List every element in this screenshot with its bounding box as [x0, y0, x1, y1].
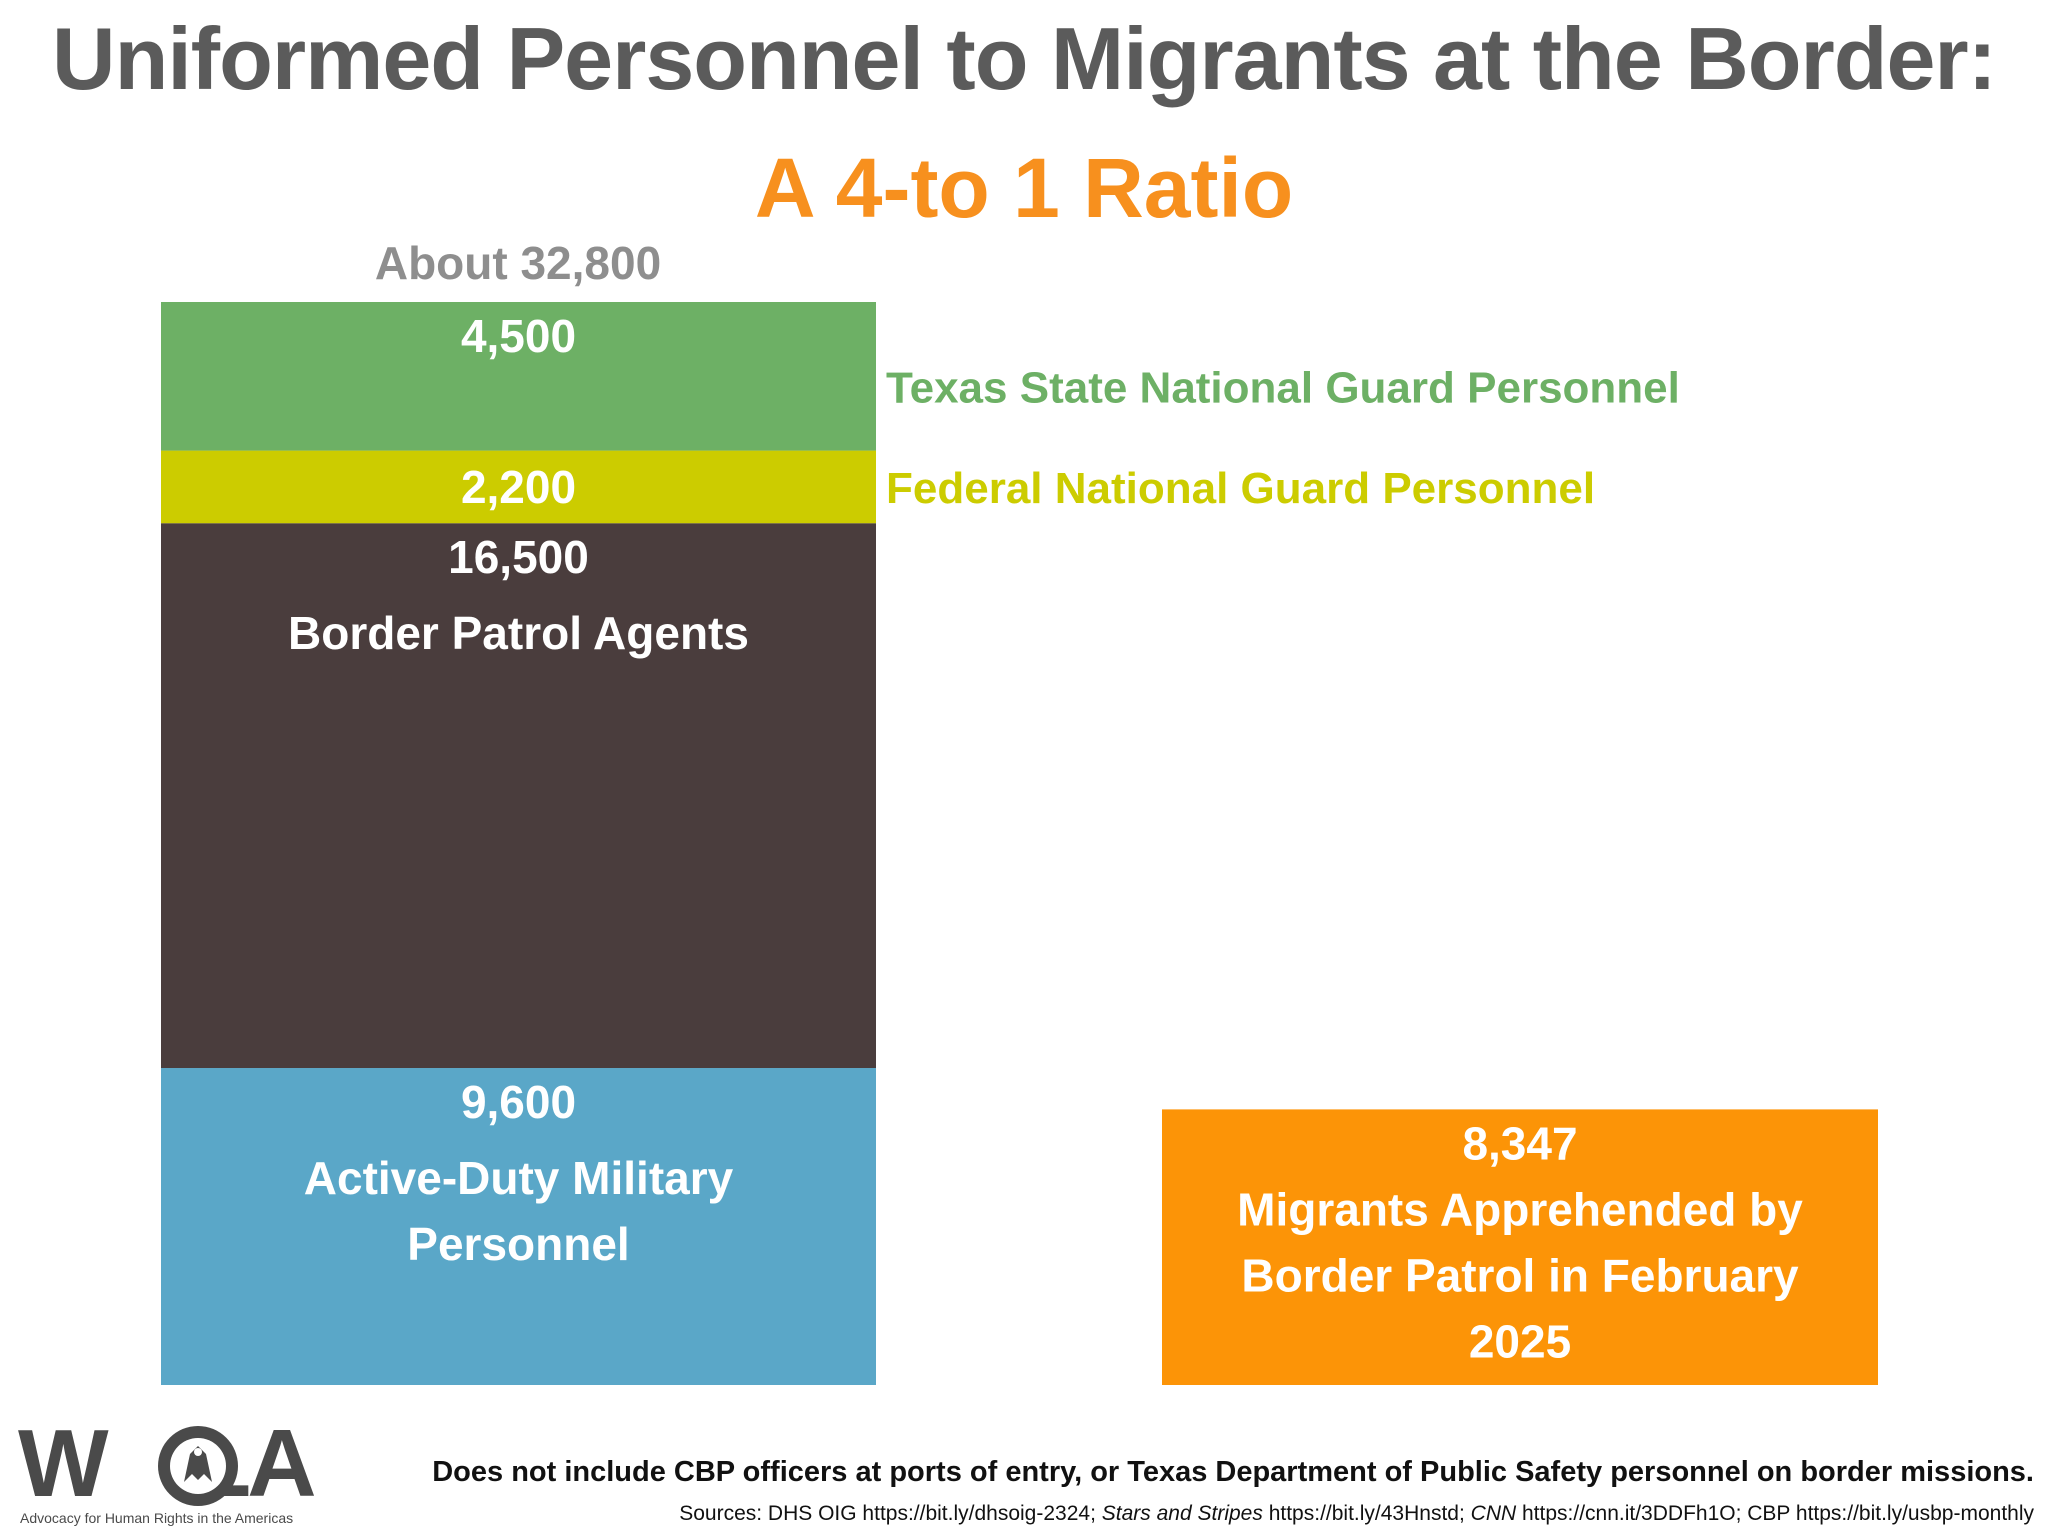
side-label-federal_guard: Federal National Guard Personnel	[886, 464, 1595, 513]
value-label-active_duty: 9,600	[461, 1076, 576, 1128]
value-label-border_patrol: 16,500	[448, 531, 589, 583]
segment-label-migrants-3: 2025	[1469, 1315, 1571, 1367]
segment-label-border_patrol-1: Border Patrol Agents	[288, 607, 749, 659]
sources-line: Sources: DHS OIG https://bit.ly/dhsoig-2…	[679, 1502, 2034, 1526]
source-cnn-url: https://cnn.it/3DDFh1O; CBP https://bit.…	[1522, 1502, 2034, 1525]
segment-label-migrants-1: Migrants Apprehended by	[1237, 1183, 1803, 1235]
bar-segment-texas_guard	[161, 302, 876, 451]
bar-segment-active_duty	[161, 1068, 876, 1385]
bird-emblem-icon	[158, 1426, 238, 1506]
bar-segment-migrants	[1162, 1109, 1878, 1385]
side-label-texas_guard: Texas State National Guard Personnel	[886, 363, 1680, 412]
segment-label-active_duty-1: Active-Duty Military	[304, 1152, 734, 1204]
value-label-federal_guard: 2,200	[461, 461, 576, 513]
bar-segment-border_patrol	[161, 523, 876, 1069]
source-stars-url: https://bit.ly/43Hnstd;	[1268, 1502, 1465, 1525]
chart-title: Uniformed Personnel to Migrants at the B…	[52, 9, 1997, 108]
chart-subtitle: A 4-to 1 Ratio	[754, 141, 1294, 235]
value-label-migrants: 8,347	[1462, 1117, 1577, 1169]
total-label: About 32,800	[374, 237, 662, 289]
value-label-texas_guard: 4,500	[461, 310, 576, 362]
sources-prefix: Sources: DHS OIG https://bit.ly/dhsoig-2…	[679, 1502, 1096, 1525]
footnote: Does not include CBP officers at ports o…	[432, 1456, 2034, 1488]
segment-label-active_duty-2: Personnel	[407, 1218, 629, 1270]
bar-segment-federal_guard	[161, 450, 876, 524]
segment-label-migrants-2: Border Patrol in February	[1241, 1249, 1799, 1301]
wola-logo: W LA Advocacy for Human Rights in the Ame…	[18, 1416, 338, 1527]
source-stars-and-stripes: Stars and Stripes	[1101, 1502, 1263, 1525]
logo-tagline: Advocacy for Human Rights in the America…	[20, 1510, 294, 1526]
logo-letter-w: W	[18, 1410, 109, 1517]
source-cnn: CNN	[1470, 1502, 1517, 1525]
